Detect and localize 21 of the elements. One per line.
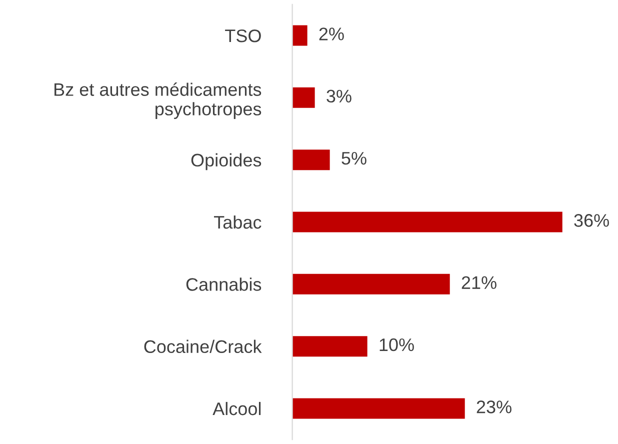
y-tick-label: Alcool xyxy=(212,402,261,416)
data-label: 21% xyxy=(462,276,496,289)
bar xyxy=(292,87,315,108)
y-tick-label: Bz et autres médicaments psychotropes xyxy=(54,82,262,119)
y-tick-label: Opioides xyxy=(191,153,262,170)
bar xyxy=(292,25,308,46)
data-label: 10% xyxy=(380,338,414,352)
bar xyxy=(292,274,450,294)
bar xyxy=(292,150,330,170)
data-label: 23% xyxy=(476,400,512,414)
y-tick-label: Cocaine/Crack xyxy=(144,340,262,354)
bar xyxy=(292,336,368,357)
data-label: 2% xyxy=(319,28,344,40)
data-label: 5% xyxy=(342,152,366,165)
y-tick-label: TSO xyxy=(225,29,261,42)
data-label: 36% xyxy=(574,214,609,227)
data-label: 3% xyxy=(326,90,352,103)
bar xyxy=(292,398,465,419)
bar xyxy=(292,212,562,232)
y-tick-label: Tabac xyxy=(214,215,262,229)
y-tick-label: Cannabis xyxy=(186,278,262,291)
